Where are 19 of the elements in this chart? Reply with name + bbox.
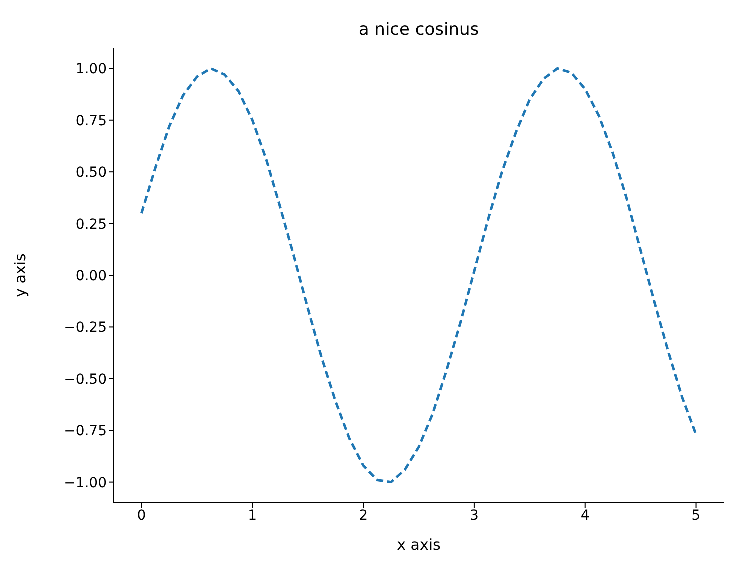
- x-tick-label: 3: [470, 508, 479, 524]
- x-axis-title: x axis: [397, 536, 442, 554]
- y-tick-label: 0.00: [76, 268, 107, 284]
- x-tick-label: 0: [137, 508, 146, 524]
- chart-title: a nice cosinus: [358, 20, 480, 40]
- x-tick-label: 5: [692, 508, 701, 524]
- x-tick-label: 1: [248, 508, 258, 524]
- y-tick-label: −1.00: [64, 475, 107, 492]
- y-tick-label: 0.50: [76, 165, 107, 182]
- x-tick-label: 4: [580, 508, 590, 524]
- y-tick-label: 0.25: [76, 216, 107, 233]
- y-tick-label: −0.25: [64, 320, 107, 336]
- y-axis-title: y axis: [11, 253, 30, 298]
- y-tick-label: −0.50: [64, 372, 107, 388]
- x-tick-label: 2: [359, 508, 368, 524]
- line-series: [140, 67, 698, 484]
- y-tick-label: 1.00: [76, 62, 107, 78]
- y-tick-label: −0.75: [64, 424, 107, 440]
- y-tick-label: 0.75: [76, 113, 107, 130]
